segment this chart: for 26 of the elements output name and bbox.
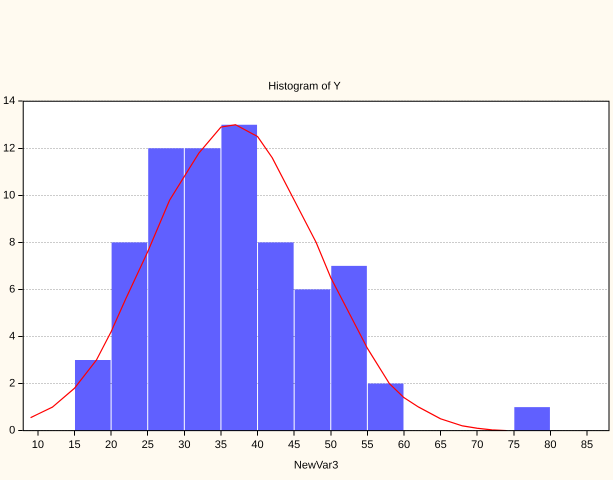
x-tick-label: 65 — [434, 439, 447, 452]
x-tick-label: 50 — [324, 439, 337, 452]
y-tick-label: 6 — [9, 283, 16, 296]
x-tick-label: 55 — [361, 439, 374, 452]
y-tick-label: 0 — [9, 424, 16, 437]
x-tick-label: 30 — [178, 439, 190, 452]
x-tick-label: 15 — [68, 439, 81, 452]
x-axis-title: NewVar3 — [294, 459, 338, 472]
x-tick-label: 75 — [508, 439, 520, 452]
y-tick-label: 14 — [2, 95, 16, 108]
x-tick-label: 80 — [544, 439, 557, 452]
x-tick-label: 45 — [288, 439, 300, 452]
x-tick-label: 70 — [471, 439, 484, 452]
x-tick-label: 60 — [398, 439, 410, 452]
y-tick-label: 8 — [9, 236, 16, 248]
x-tick-label: 25 — [142, 439, 154, 452]
y-tick-label: 10 — [2, 189, 16, 202]
y-tick-label: 4 — [9, 330, 16, 343]
y-tick-label: 12 — [2, 142, 16, 154]
x-tick-label: 20 — [104, 439, 118, 452]
y-tick-label: 2 — [9, 378, 16, 390]
chart-title: Histogram of Y — [268, 80, 342, 93]
x-tick-label: 40 — [251, 439, 264, 452]
x-tick-label: 85 — [580, 439, 594, 452]
x-tick-label: 35 — [214, 439, 228, 452]
x-tick-label: 10 — [32, 439, 44, 452]
